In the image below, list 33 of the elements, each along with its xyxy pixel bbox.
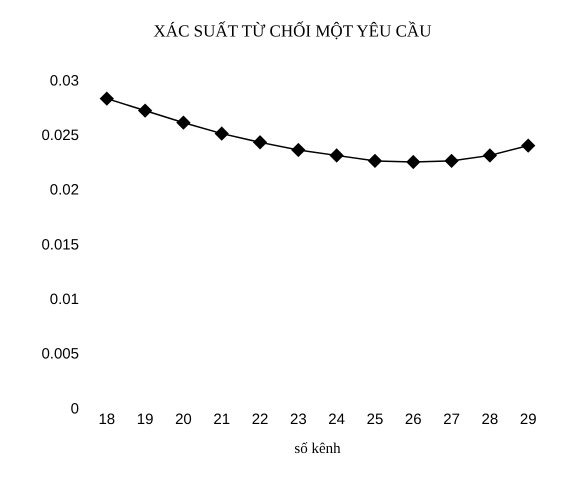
- x-tick-label: 20: [175, 411, 192, 428]
- x-tick-label: 23: [290, 411, 307, 428]
- y-tick-label: 0.005: [41, 346, 79, 363]
- y-tick-label: 0.02: [50, 182, 79, 199]
- y-tick-label: 0.015: [41, 236, 79, 254]
- y-tick-label: 0: [70, 400, 79, 418]
- y-tick-label: 0.01: [50, 290, 79, 308]
- y-tick-label: 0.03: [50, 72, 79, 90]
- point: [214, 126, 229, 141]
- y-tick-label: 0.025: [41, 126, 79, 144]
- chart-title: XÁC SUẤT TỪ CHỐI MỘT YÊU CẦU: [154, 20, 432, 40]
- point: [444, 154, 459, 168]
- point: [368, 154, 382, 168]
- point: [291, 142, 306, 158]
- x-tick-label: 28: [482, 411, 498, 428]
- point: [100, 91, 114, 106]
- x-tick-label: 18: [98, 411, 116, 428]
- point: [176, 115, 191, 130]
- x-tick-label: 26: [404, 411, 422, 428]
- point: [521, 138, 536, 153]
- point: [406, 154, 420, 170]
- x-tick-label: 22: [252, 411, 268, 428]
- point: [482, 148, 498, 163]
- x-axis-title: số kênh: [294, 441, 342, 457]
- x-tick-label: 25: [366, 411, 384, 428]
- x-tick-label: 27: [443, 411, 460, 428]
- point: [330, 148, 344, 163]
- x-tick-label: 29: [520, 411, 537, 428]
- x-tick-label: 24: [328, 411, 345, 428]
- point: [252, 135, 268, 150]
- point: [138, 103, 152, 118]
- x-tick-label: 19: [136, 411, 154, 428]
- x-tick-label: 21: [213, 411, 230, 428]
